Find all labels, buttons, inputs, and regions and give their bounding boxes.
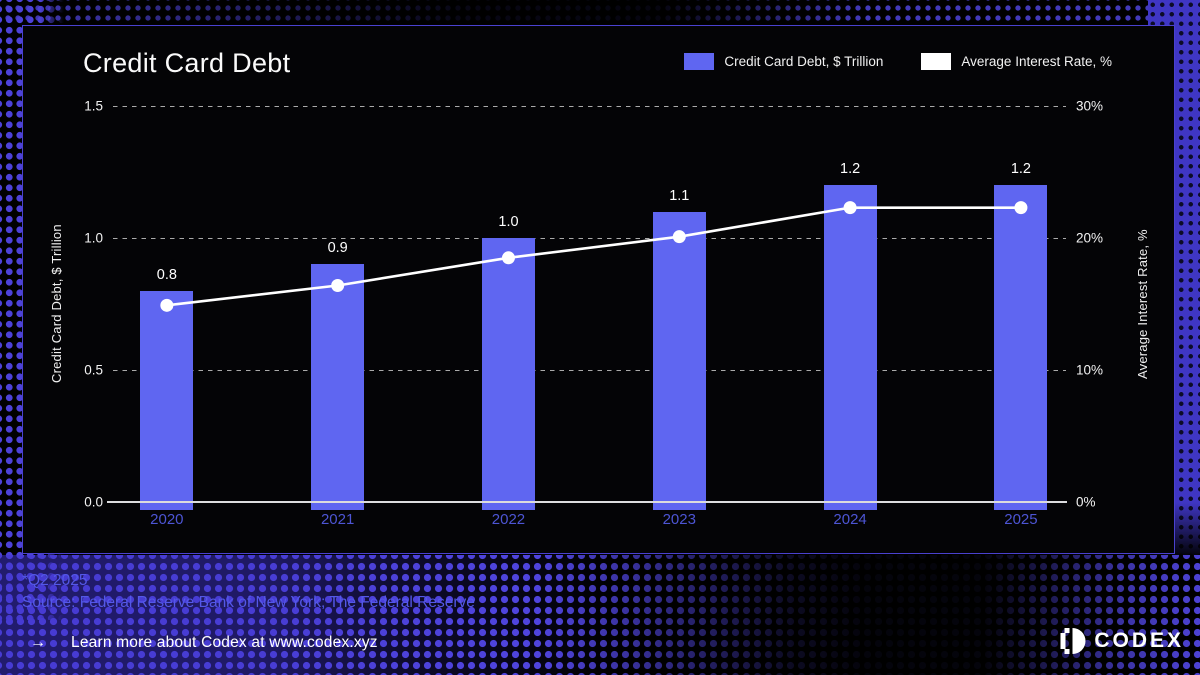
plot-area: 0.0 0% 0.5 10% 1.0 20% 1.5 30% 0.8 2020 0.9 2021 1.0… xyxy=(84,99,1103,529)
bar xyxy=(994,185,1048,510)
legend: Credit Card Debt, $ Trillion Average Int… xyxy=(684,53,1112,70)
y-axis-tick-label: 1.0 xyxy=(84,230,103,246)
legend-item-rate: Average Interest Rate, % xyxy=(921,53,1112,70)
codex-logo-text: CODEX xyxy=(1094,629,1184,652)
right-axis-tick-label: 10% xyxy=(1076,362,1104,378)
footnote-block: *Q2 2025 Source: Federal Reserve Bank of… xyxy=(22,570,475,613)
chart-panel: Credit Card Debt Credit Card Debt, $ Tri… xyxy=(22,25,1175,554)
learn-more-link[interactable]: Learn more about Codex at www.codex.xyz xyxy=(71,634,378,651)
left-axis-title: Credit Card Debt, $ Trillion xyxy=(49,224,64,384)
line-marker xyxy=(160,298,174,312)
bar-value-label: 0.9 xyxy=(327,240,348,257)
line-marker xyxy=(672,230,686,244)
x-axis-label: 2020 xyxy=(150,511,184,528)
legend-label-debt: Credit Card Debt, $ Trillion xyxy=(724,54,884,69)
gridline xyxy=(113,105,1066,107)
bar xyxy=(652,211,706,510)
x-axis-label: 2025 xyxy=(1004,511,1038,528)
right-axis-title: Average Interest Rate, % xyxy=(1135,229,1150,379)
legend-swatch-rate xyxy=(921,53,952,70)
interest-rate-line xyxy=(160,201,1028,312)
line-marker xyxy=(501,251,515,265)
x-axis-label: 2022 xyxy=(491,511,526,528)
halftone-dots-top xyxy=(0,0,1200,24)
bar-value-label: 1.1 xyxy=(669,187,690,204)
footnote: *Q2 2025 xyxy=(22,572,88,589)
bar-value-label: 1.2 xyxy=(1010,161,1031,178)
line-marker xyxy=(843,201,857,215)
right-axis-tick-label: 30% xyxy=(1076,98,1104,114)
x-axis-line xyxy=(107,501,1067,503)
bar xyxy=(823,185,877,510)
x-axis-label: 2024 xyxy=(833,511,867,528)
bottom-bar: → Learn more about Codex at www.codex.xy… xyxy=(0,626,1200,660)
right-axis-tick-label: 20% xyxy=(1076,230,1104,246)
right-axis-tick-label: 0% xyxy=(1076,494,1096,510)
y-axis-tick-label: 0.0 xyxy=(84,494,103,510)
bar-value-label: 0.8 xyxy=(156,266,177,283)
legend-swatch-debt xyxy=(684,53,715,70)
line-marker xyxy=(331,279,345,293)
bar-value-label: 1.2 xyxy=(840,161,861,178)
x-axis-label: 2021 xyxy=(320,511,355,528)
y-axis-tick-label: 0.5 xyxy=(84,362,103,378)
gridline xyxy=(113,369,1066,371)
codex-logo-icon xyxy=(1060,628,1086,654)
chart-title: Credit Card Debt xyxy=(83,48,291,78)
gridline xyxy=(113,237,1066,239)
bar xyxy=(140,290,194,510)
bar xyxy=(311,264,365,510)
source-line: Source: Federal Reserve Bank of New York… xyxy=(22,593,475,611)
line-marker xyxy=(1014,201,1028,215)
bar-value-label: 1.0 xyxy=(498,214,519,230)
x-axis-label: 2023 xyxy=(662,511,696,528)
codex-logo: CODEX xyxy=(1059,628,1184,654)
legend-item-debt: Credit Card Debt, $ Trillion xyxy=(684,53,883,70)
legend-label-rate: Average Interest Rate, % xyxy=(961,54,1112,69)
arrow-icon: → xyxy=(30,634,46,651)
y-axis-tick-label: 1.5 xyxy=(84,98,103,114)
bar xyxy=(481,238,535,510)
